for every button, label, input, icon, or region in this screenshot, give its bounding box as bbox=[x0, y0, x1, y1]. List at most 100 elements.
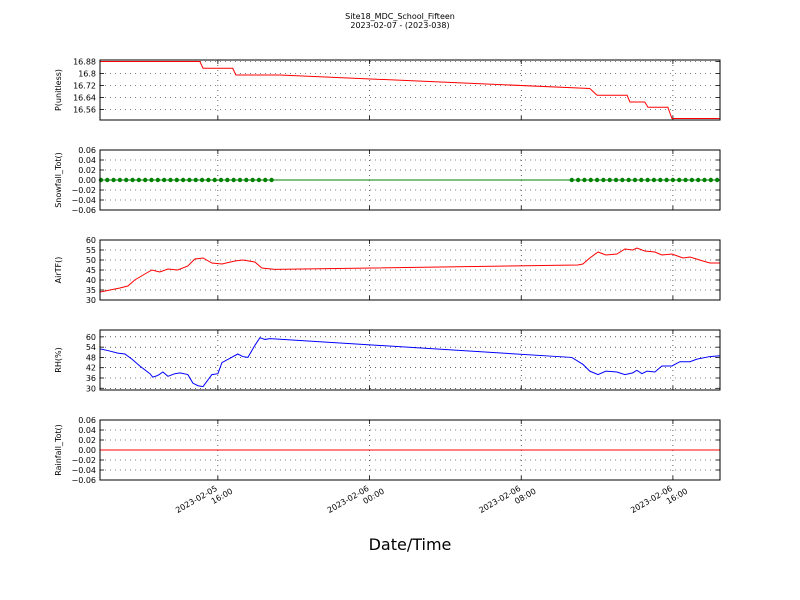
plot-frame bbox=[99, 59, 721, 121]
data-point bbox=[683, 177, 688, 183]
data-point bbox=[161, 177, 167, 183]
data-point bbox=[218, 177, 224, 183]
y-axis-label: AirTF() bbox=[54, 257, 63, 284]
data-point bbox=[639, 177, 644, 183]
data-point bbox=[601, 177, 606, 183]
y-tick-label: 36 bbox=[86, 374, 96, 383]
plot-frame bbox=[99, 149, 721, 211]
data-point bbox=[174, 177, 179, 183]
data-point bbox=[588, 177, 593, 183]
data-point bbox=[256, 177, 262, 183]
y-axis-label: Rainfall_Tot() bbox=[54, 424, 63, 476]
y-tick-label: 0.00 bbox=[78, 446, 96, 455]
data-line bbox=[99, 247, 720, 293]
data-point bbox=[105, 177, 110, 183]
figure-title: Site18_MDC_School_Fifteen bbox=[345, 12, 455, 21]
data-point bbox=[569, 177, 574, 183]
data-point bbox=[607, 177, 612, 183]
x-tick-label: 2023-02-0616:00 bbox=[629, 478, 689, 524]
y-axis-label: Snowfall_Tot() bbox=[54, 152, 63, 208]
data-line bbox=[100, 61, 720, 119]
data-point bbox=[689, 177, 695, 183]
x-tick-label: 2023-02-0608:00 bbox=[477, 478, 537, 524]
y-tick-label: 55 bbox=[86, 246, 96, 255]
data-point bbox=[626, 177, 631, 183]
y-tick-label: 16.64 bbox=[73, 94, 96, 103]
y-tick-label: 30 bbox=[86, 296, 96, 305]
y-tick-label: 16.88 bbox=[73, 58, 96, 67]
y-tick-label: 42 bbox=[86, 364, 96, 373]
plot-frame bbox=[99, 419, 721, 481]
y-tick-label: 16.8 bbox=[78, 70, 96, 79]
data-point bbox=[645, 177, 650, 183]
y-tick-label: −0.04 bbox=[71, 196, 96, 205]
data-point bbox=[142, 177, 148, 183]
plot-frame bbox=[99, 329, 721, 391]
data-point bbox=[575, 177, 581, 183]
y-tick-label: 0.04 bbox=[78, 156, 96, 165]
y-tick-label: 60 bbox=[86, 236, 96, 245]
y-tick-label: 45 bbox=[86, 266, 96, 275]
data-point bbox=[199, 177, 205, 183]
x-tick-label: 2023-02-0600:00 bbox=[326, 478, 386, 524]
data-point bbox=[658, 177, 663, 183]
data-point bbox=[582, 177, 587, 183]
y-tick-label: 0.02 bbox=[78, 166, 96, 175]
figure-subtitle: 2023-02-07 - (2023-038) bbox=[350, 21, 449, 30]
data-point bbox=[168, 177, 173, 183]
data-point bbox=[263, 177, 268, 183]
data-point bbox=[695, 177, 701, 183]
plot-frame bbox=[99, 239, 721, 301]
y-tick-label: 54 bbox=[86, 343, 96, 352]
data-point bbox=[250, 177, 255, 183]
data-point bbox=[98, 177, 104, 183]
data-point bbox=[613, 177, 619, 183]
y-tick-label: 0.04 bbox=[78, 426, 96, 435]
x-tick-label: 2023-02-0516:00 bbox=[174, 478, 234, 524]
data-point bbox=[632, 177, 638, 183]
y-tick-label: −0.02 bbox=[71, 456, 96, 465]
y-tick-label: −0.02 bbox=[71, 186, 96, 195]
y-tick-label: 50 bbox=[86, 256, 96, 265]
y-tick-label: −0.06 bbox=[71, 206, 96, 215]
y-tick-label: 48 bbox=[86, 353, 96, 362]
data-point bbox=[187, 177, 192, 183]
data-line bbox=[99, 337, 721, 388]
data-point bbox=[670, 177, 676, 183]
y-tick-label: 0.02 bbox=[78, 436, 96, 445]
y-tick-label: 40 bbox=[86, 276, 96, 285]
data-point bbox=[212, 177, 217, 183]
data-point bbox=[155, 177, 161, 183]
y-tick-label: 0.06 bbox=[78, 416, 96, 425]
data-point bbox=[225, 177, 230, 183]
data-point bbox=[180, 177, 186, 183]
data-point bbox=[708, 177, 714, 183]
data-point bbox=[231, 177, 236, 183]
data-point bbox=[111, 177, 116, 183]
y-tick-label: 16.56 bbox=[73, 106, 96, 115]
y-tick-label: 0.00 bbox=[78, 176, 96, 185]
data-point bbox=[594, 177, 600, 183]
y-tick-label: −0.06 bbox=[71, 476, 96, 485]
data-point bbox=[130, 177, 135, 183]
y-tick-label: 35 bbox=[86, 286, 96, 295]
y-axis-label: RH(%) bbox=[54, 347, 63, 372]
data-point bbox=[620, 177, 625, 183]
data-point bbox=[702, 177, 707, 183]
data-point bbox=[714, 177, 720, 183]
y-axis-label: P(unitless) bbox=[54, 69, 63, 111]
data-point bbox=[677, 177, 682, 183]
data-point bbox=[664, 177, 669, 183]
data-point bbox=[269, 177, 274, 183]
data-point bbox=[651, 177, 657, 183]
y-tick-label: 30 bbox=[86, 384, 96, 393]
y-tick-label: 0.06 bbox=[78, 146, 96, 155]
data-point bbox=[193, 177, 198, 183]
data-point bbox=[244, 177, 249, 183]
data-point bbox=[237, 177, 243, 183]
data-point bbox=[149, 177, 154, 183]
x-axis-label: Date/Time bbox=[369, 535, 452, 554]
data-point bbox=[124, 177, 129, 183]
data-point bbox=[136, 177, 142, 183]
